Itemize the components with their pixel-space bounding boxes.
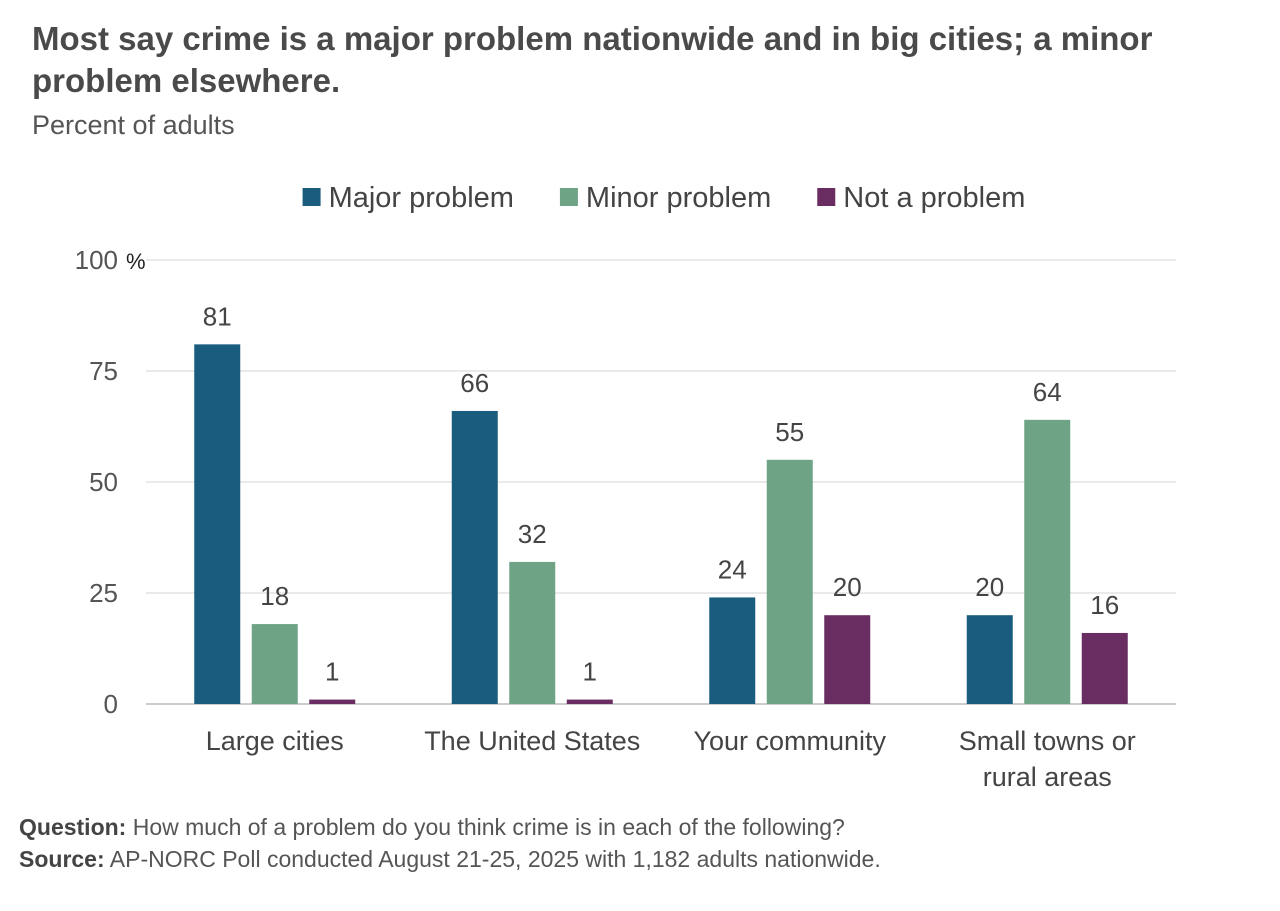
bar [251,624,298,704]
x-category-label: Small towns or rural areas [959,726,1136,792]
footer-source: Source: AP-NORC Poll conducted August 21… [19,846,881,873]
source-text: AP-NORC Poll conducted August 21-25, 202… [104,846,881,872]
legend-swatch [559,188,578,206]
bar [509,561,556,704]
legend-label: Minor problem [586,182,771,214]
data-label: 16 [1090,590,1119,620]
bar-chart: 0 25 50 75 100 % 81 18 1 Large cities 66 32 1 The Uni… [75,182,1176,792]
y-tick-label: 0 [104,689,118,719]
footer-question: Question: How much of a problem do you t… [19,814,845,841]
data-label: 20 [975,572,1004,602]
data-label: 32 [518,519,547,549]
x-category-label: Your community [693,726,886,756]
bar [309,699,356,704]
data-label: 1 [583,657,597,687]
y-tick-label: 25 [89,578,118,608]
bar [1081,632,1128,704]
bar [451,410,498,704]
bar [709,597,756,704]
bar [566,699,613,704]
data-label: 24 [718,554,747,584]
legend-label: Not a problem [843,182,1025,214]
data-label: 1 [325,657,339,687]
bar [966,615,1013,704]
chart-title: Most say crime is a major problem nation… [32,20,1153,99]
bar [1024,419,1071,704]
y-unit-label: % [126,249,146,274]
data-label: 55 [775,417,804,447]
data-label: 66 [460,368,489,398]
source-label: Source: [19,846,105,872]
legend-swatch [302,188,321,206]
x-category-label: The United States [424,726,640,756]
data-label: 64 [1033,377,1062,407]
bar [824,615,871,704]
data-label: 81 [203,301,232,331]
legend-label: Major problem [329,182,514,214]
data-label: 18 [260,581,289,611]
bar [766,459,813,704]
legend-swatch [817,188,836,206]
chart-subtitle: Percent of adults [32,110,235,140]
bar [194,344,241,704]
question-text: How much of a problem do you think crime… [126,814,845,840]
x-category-label: Large cities [206,726,344,756]
y-tick-label: 75 [89,356,118,386]
question-label: Question: [19,814,127,840]
y-tick-label: 100 [75,245,118,275]
y-tick-label: 50 [89,467,118,497]
data-label: 20 [833,572,862,602]
